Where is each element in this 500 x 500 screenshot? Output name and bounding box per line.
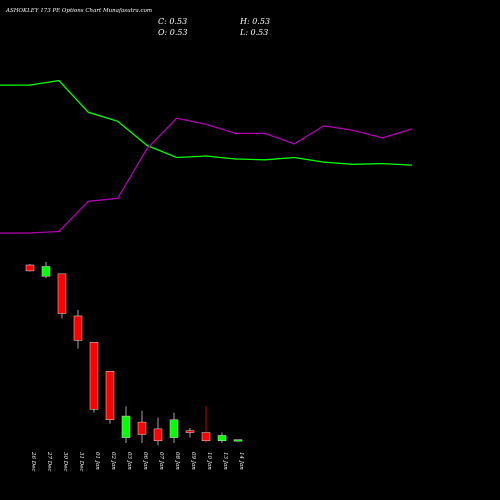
candle-body — [25, 264, 35, 272]
x-tick-label: 02 Jan — [110, 452, 116, 470]
indicator-line-magenta — [0, 117, 413, 234]
high-value: H: 0.53 — [240, 17, 271, 26]
low-value: L: 0.53 — [240, 28, 269, 37]
x-tick-label: 30 Dec — [62, 452, 68, 472]
indicator-line-green — [0, 79, 413, 166]
candle-body — [201, 432, 211, 442]
candle-body — [105, 371, 115, 421]
candle-body — [57, 273, 67, 314]
x-tick-label: 07 Jan — [158, 452, 164, 470]
x-tick-label: 13 Jan — [222, 452, 228, 470]
candle-body — [233, 439, 243, 442]
x-tick-label: 06 Jan — [142, 452, 148, 470]
candle-body — [153, 428, 163, 442]
candle-body — [137, 421, 147, 435]
candle-body — [217, 435, 227, 442]
x-tick-label: 27 Dec — [46, 451, 52, 472]
candle-body — [169, 419, 179, 438]
candle-body — [73, 315, 83, 341]
candle-body — [89, 342, 99, 410]
x-tick-label: 10 Jan — [206, 452, 212, 470]
candle-body — [41, 266, 51, 277]
x-tick-label: 03 Jan — [126, 452, 132, 470]
candle-body — [121, 415, 131, 438]
candle-body — [185, 430, 195, 433]
x-tick-label: 09 Jan — [190, 452, 196, 470]
x-tick-label: 08 Jan — [174, 452, 180, 470]
x-tick-label: 14 Jan — [238, 452, 244, 470]
x-tick-label: 01 Jan — [94, 452, 100, 470]
x-tick-label: 26 Dec — [30, 451, 36, 472]
chart-title: ASHOKLEY 173 PE Options Chart Munafasutr… — [6, 8, 153, 14]
close-value: C: 0.53 — [158, 17, 188, 26]
x-tick-label: 31 Dec — [78, 452, 84, 472]
open-value: O: 0.53 — [158, 28, 188, 37]
